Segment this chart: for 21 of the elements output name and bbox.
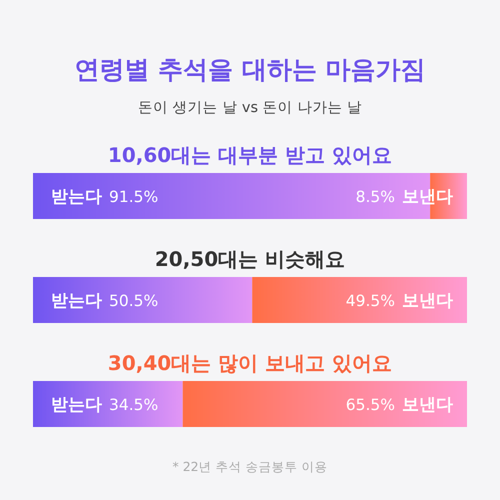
y-tick-label: 20,50대는 비슷해요 <box>154 247 346 271</box>
text: 보낸다 <box>402 395 453 415</box>
text: 받는다 <box>51 395 102 415</box>
chart-subtitle: 돈이 생기는 날 vs 돈이 나가는 날 <box>138 100 362 116</box>
data-label: 8.5% <box>356 188 395 206</box>
chart-title: 연령별 추석을 대하는 마음가짐 <box>74 55 426 84</box>
series-label: 받는다 <box>51 187 102 207</box>
text: * 22년 추석 송금봉투 이용 <box>172 459 328 474</box>
data-label: 50.5% <box>109 292 158 310</box>
bar <box>182 381 467 427</box>
text: 받는다 <box>51 291 102 311</box>
data-label: 49.5% <box>346 292 395 310</box>
y-tick-label: 10,60대는 대부분 받고 있어요 <box>108 143 392 167</box>
data-label: 65.5% <box>346 396 395 414</box>
bar <box>252 277 467 323</box>
data-label: 91.5% <box>109 188 158 206</box>
bar <box>33 381 183 427</box>
bar <box>33 277 252 323</box>
y-tick-label: 30,40대는 많이 보내고 있어요 <box>108 351 392 375</box>
text: 보낸다 <box>402 291 453 311</box>
data-label: 34.5% <box>109 396 158 414</box>
